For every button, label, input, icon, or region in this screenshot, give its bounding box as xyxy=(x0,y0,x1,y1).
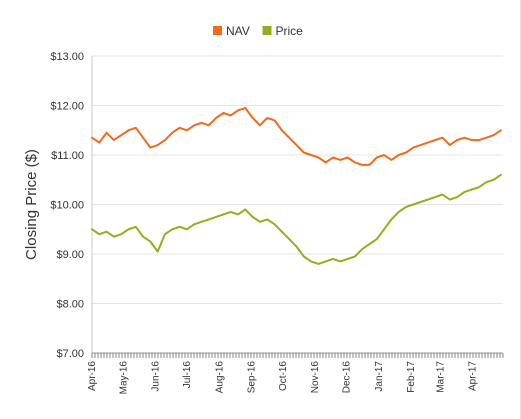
x-tick-label: Mar-17 xyxy=(435,361,446,393)
legend-swatch-price[interactable] xyxy=(262,26,272,35)
x-tick-label: Apr-17 xyxy=(468,361,479,391)
x-tick-label: Aug-16 xyxy=(214,361,225,394)
legend-swatch-nav[interactable] xyxy=(213,26,222,35)
series-line-nav xyxy=(91,107,502,166)
legend-label-nav[interactable]: NAV xyxy=(226,24,250,38)
x-tick-label: Jul-16 xyxy=(182,361,193,389)
x-tick-label: May-16 xyxy=(118,361,129,395)
y-tick-label: $9.00 xyxy=(56,249,84,261)
x-tick-label: Sep-16 xyxy=(247,361,258,394)
x-tick-label: Feb-17 xyxy=(406,361,417,393)
y-tick-label: $12.00 xyxy=(50,101,84,113)
x-tick-label: Dec-16 xyxy=(342,361,353,394)
y-axis-title: Closing Price ($) xyxy=(23,149,40,260)
legend-label-price[interactable]: Price xyxy=(276,24,304,38)
x-tick-label: Oct-16 xyxy=(278,361,289,391)
y-tick-label: $7.00 xyxy=(56,348,84,360)
x-tick-label: Jan-17 xyxy=(374,361,385,392)
y-tick-label: $13.00 xyxy=(50,51,84,63)
y-tick-label: $11.00 xyxy=(51,150,84,162)
x-tick-label: Apr-16 xyxy=(87,361,98,391)
y-tick-label: $10.00 xyxy=(50,200,84,212)
x-tick-label: Nov-16 xyxy=(310,361,321,394)
x-tick-label: Jun-16 xyxy=(151,361,162,392)
y-tick-label: $8.00 xyxy=(56,299,84,311)
series-line-price xyxy=(91,173,502,265)
